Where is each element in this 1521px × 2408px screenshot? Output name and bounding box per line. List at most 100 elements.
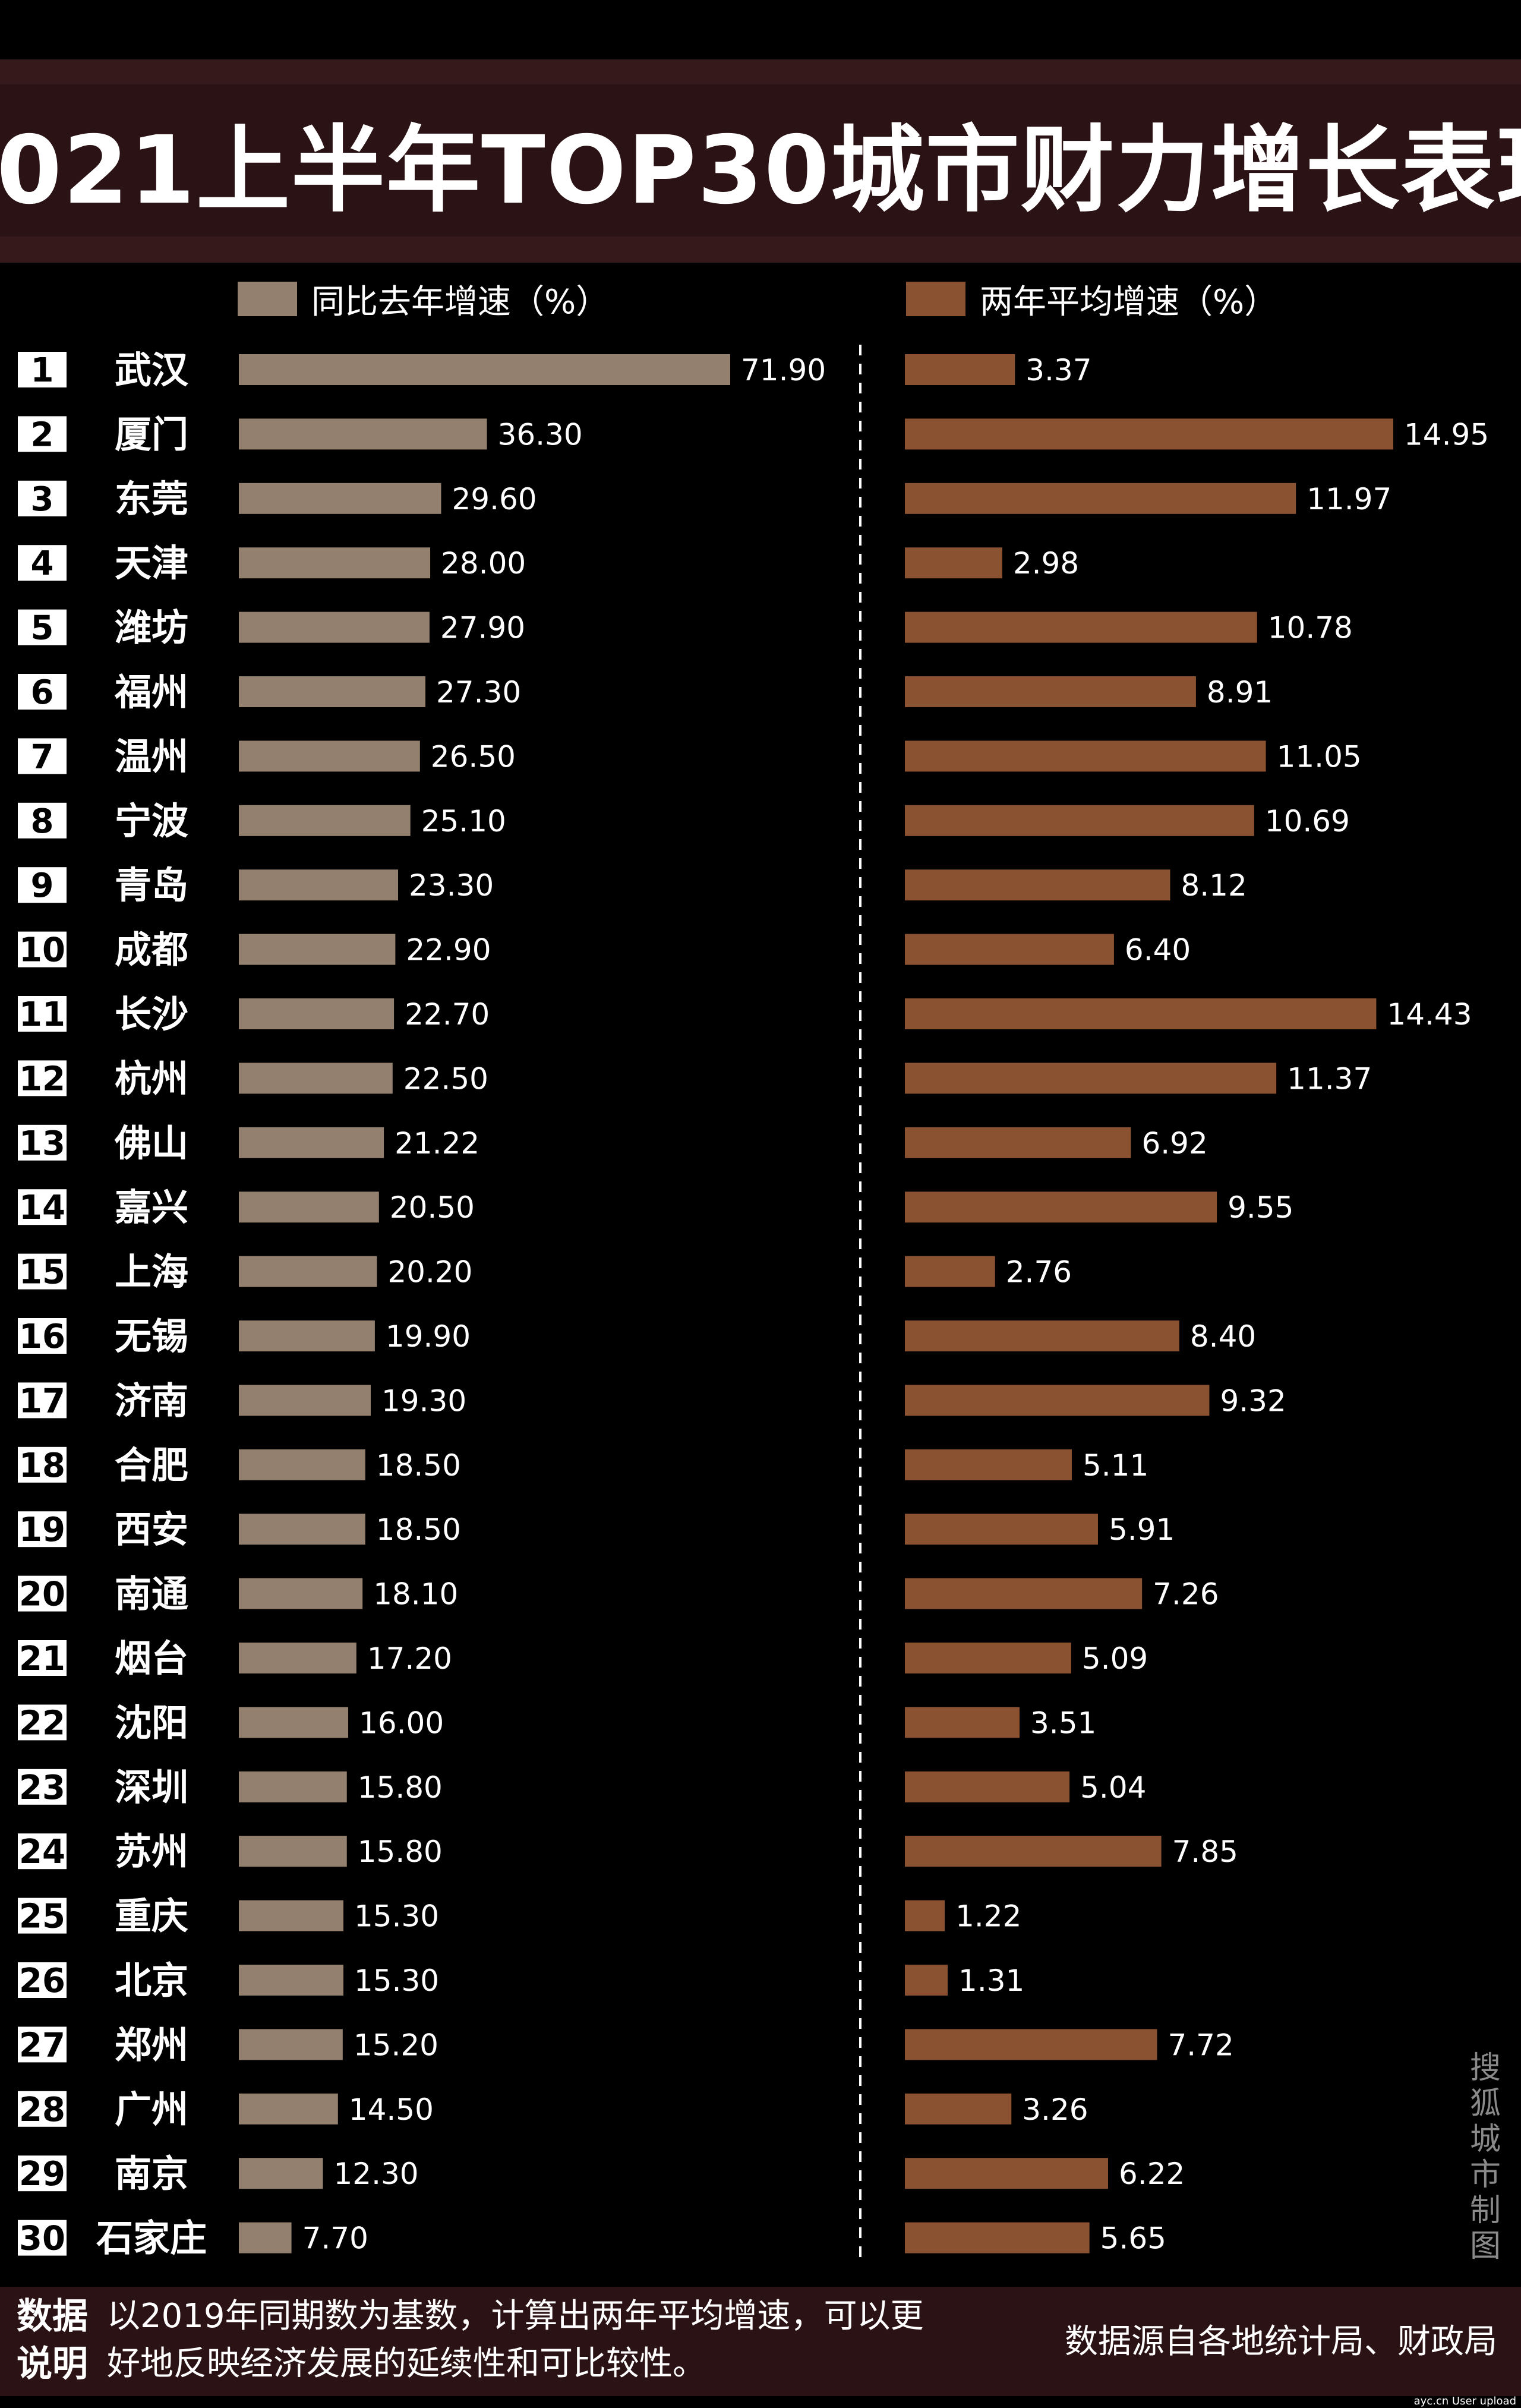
rank-box	[18, 738, 67, 774]
bar-yoy	[239, 1063, 393, 1094]
city-label: 合肥	[115, 1443, 188, 1487]
city-label: 东莞	[115, 477, 188, 521]
bar-two-year-avg	[905, 1449, 1072, 1480]
bar-yoy	[239, 354, 730, 385]
city-label: 沈阳	[115, 1701, 188, 1744]
bar-two-year-avg	[905, 1385, 1210, 1416]
city-label: 长沙	[115, 992, 188, 1036]
bar-yoy	[239, 1707, 349, 1738]
rank-number: 4	[31, 544, 54, 583]
chart-title: 2021上半年TOP30城市财力增长表现	[0, 115, 1521, 225]
source-note: 数据源自各地统计局、财政局	[1065, 2322, 1497, 2361]
city-label: 济南	[115, 1379, 188, 1422]
rank-number: 19	[19, 1511, 65, 1549]
city-label: 杭州	[115, 1057, 188, 1100]
bar-two-year-avg	[905, 740, 1266, 772]
rank-number: 30	[19, 2220, 65, 2258]
bar-two-year-avg	[905, 1127, 1131, 1158]
value-label-two-year-avg: 8.40	[1190, 1319, 1256, 1354]
value-label-yoy: 15.30	[354, 1899, 439, 1934]
value-label-yoy: 15.20	[354, 2028, 438, 2062]
value-label-yoy: 18.10	[373, 1577, 458, 1612]
value-label-two-year-avg: 10.78	[1268, 611, 1353, 645]
rank-box	[18, 416, 67, 452]
rank-box	[18, 609, 67, 645]
bar-yoy	[239, 418, 487, 450]
value-label-yoy: 21.22	[395, 1126, 479, 1161]
rank-number: 24	[19, 1833, 65, 1871]
rank-number: 29	[19, 2155, 65, 2193]
bar-two-year-avg	[905, 418, 1393, 450]
bar-two-year-avg	[905, 1707, 1020, 1738]
value-label-two-year-avg: 8.91	[1207, 675, 1273, 710]
legend-right-swatch	[906, 282, 965, 316]
rank-number: 5	[31, 609, 54, 648]
bar-two-year-avg	[905, 547, 1002, 579]
value-label-two-year-avg: 9.55	[1227, 1190, 1293, 1225]
bar-yoy	[239, 740, 420, 772]
bar-two-year-avg	[905, 676, 1196, 707]
value-label-two-year-avg: 3.26	[1022, 2092, 1088, 2127]
city-label: 无锡	[115, 1315, 188, 1358]
bar-two-year-avg	[905, 934, 1114, 965]
value-label-two-year-avg: 5.65	[1100, 2221, 1166, 2256]
value-label-yoy: 71.90	[741, 353, 826, 387]
value-label-two-year-avg: 11.37	[1287, 1061, 1372, 1096]
bar-yoy	[239, 1965, 343, 1996]
bar-two-year-avg	[905, 869, 1170, 901]
rank-box	[18, 2220, 67, 2256]
value-label-yoy: 16.00	[359, 1706, 444, 1740]
rank-box	[18, 1640, 67, 1676]
title-band	[0, 84, 1521, 244]
city-label: 北京	[115, 1959, 188, 2002]
city-label: 潍坊	[115, 606, 188, 650]
rank-number: 28	[19, 2091, 65, 2129]
rank-number: 25	[19, 1898, 65, 1936]
rank-box	[18, 1382, 67, 1419]
bar-yoy	[239, 1449, 365, 1480]
bar-yoy	[239, 1256, 377, 1287]
city-label: 温州	[115, 735, 188, 778]
city-label: 苏州	[115, 1830, 188, 1873]
bar-two-year-avg	[905, 2158, 1108, 2189]
rank-box	[18, 1704, 67, 1741]
value-label-two-year-avg: 5.09	[1082, 1641, 1148, 1676]
value-label-yoy: 7.70	[302, 2221, 368, 2256]
bar-chart: 1 武汉 71.90 3.37 2 厦门 36.30 14.95 3 东莞 29.60 11.97 4 天…	[18, 345, 1489, 2262]
rank-number: 26	[19, 1962, 65, 2000]
bar-yoy	[239, 676, 426, 707]
title-bottom-band	[0, 237, 1521, 263]
value-label-two-year-avg: 9.32	[1220, 1383, 1286, 1418]
rank-number: 20	[19, 1575, 65, 1614]
city-label: 西安	[115, 1508, 188, 1551]
value-label-yoy: 19.90	[386, 1319, 471, 1354]
value-label-yoy: 12.30	[333, 2157, 418, 2191]
bar-two-year-avg	[905, 1900, 945, 1931]
rank-box	[18, 867, 67, 903]
footer-band	[0, 2287, 1521, 2396]
upload-credit: ayc.cn User upload	[1413, 2395, 1516, 2407]
rank-box	[18, 1769, 67, 1805]
bar-two-year-avg	[905, 354, 1015, 385]
rank-number: 17	[19, 1382, 65, 1420]
value-label-two-year-avg: 11.97	[1307, 482, 1391, 516]
bar-yoy	[239, 2158, 323, 2189]
value-label-two-year-avg: 3.37	[1025, 353, 1091, 387]
rank-box	[18, 674, 67, 710]
bar-two-year-avg	[905, 1836, 1162, 1867]
city-label: 广州	[115, 2088, 188, 2131]
bar-yoy	[239, 1192, 379, 1223]
bar-yoy	[239, 612, 430, 643]
bar-yoy	[239, 547, 431, 579]
rank-number: 1	[31, 351, 54, 390]
rank-number: 8	[31, 802, 54, 841]
rank-number: 10	[19, 931, 65, 970]
city-label: 重庆	[115, 1895, 188, 1938]
rank-number: 2	[31, 415, 54, 454]
rank-box	[18, 802, 67, 839]
bar-two-year-avg	[905, 1063, 1277, 1094]
value-label-yoy: 27.90	[440, 611, 525, 645]
rank-box	[18, 352, 67, 387]
rank-box	[18, 1060, 67, 1096]
value-label-two-year-avg: 1.22	[955, 1899, 1021, 1934]
